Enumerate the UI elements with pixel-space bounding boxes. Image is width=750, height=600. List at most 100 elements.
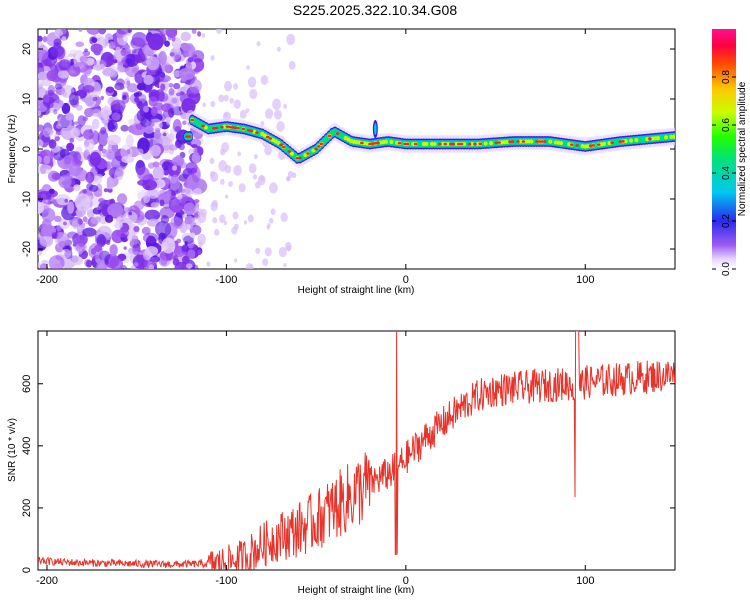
heat-blob xyxy=(191,166,201,183)
heat-blob xyxy=(169,174,180,191)
heat-blob xyxy=(233,165,242,176)
heat-blob xyxy=(171,35,176,42)
heat-blob xyxy=(90,43,103,54)
heat-blob xyxy=(114,221,123,229)
heat-blob xyxy=(171,190,176,196)
heat-blob xyxy=(148,162,156,169)
ridge-segment xyxy=(497,141,501,144)
heat-blob xyxy=(174,125,181,132)
ridge-segment xyxy=(249,129,254,133)
heat-blob xyxy=(85,171,95,184)
heat-blob xyxy=(116,61,126,73)
heat-blob xyxy=(202,102,206,108)
ridge-segment xyxy=(282,145,286,149)
heat-blob xyxy=(64,198,69,203)
heat-blob xyxy=(98,144,104,152)
heat-blob xyxy=(233,83,239,90)
ridge-segment xyxy=(185,135,189,138)
heat-blob xyxy=(268,217,274,224)
heat-blob xyxy=(215,29,222,34)
top-x-tick-label: -100 xyxy=(215,274,237,286)
heat-blob xyxy=(191,143,198,149)
heat-blob xyxy=(54,29,63,37)
ridge-segment xyxy=(443,142,448,146)
heat-blob xyxy=(69,70,76,75)
ridge-segment xyxy=(446,142,451,146)
ridge-segment xyxy=(607,141,612,146)
heat-blob xyxy=(144,126,154,134)
ridge-segment xyxy=(505,139,510,144)
heat-blob xyxy=(116,228,130,238)
colorbar-tick-label: 0.2 xyxy=(721,214,732,228)
heat-blob xyxy=(39,263,48,269)
heat-blob xyxy=(181,97,196,114)
heat-blob xyxy=(171,204,182,213)
heat-blob xyxy=(234,258,238,263)
heat-blob xyxy=(96,205,101,211)
heat-blob xyxy=(98,198,106,204)
ridge-segment xyxy=(645,137,650,142)
heat-blob xyxy=(287,170,294,179)
heat-blob xyxy=(92,96,98,102)
heat-blob xyxy=(131,235,139,245)
heat-blob xyxy=(75,104,83,111)
heat-blob xyxy=(280,212,288,222)
colorbar-label: Normalized spectral amplitude xyxy=(737,81,748,216)
heat-blob xyxy=(193,199,200,204)
heat-blob xyxy=(210,201,218,212)
heat-blob xyxy=(43,155,51,165)
heat-blob xyxy=(106,134,122,146)
heat-blob xyxy=(53,215,62,223)
heat-blob xyxy=(291,172,297,179)
ridge-segment xyxy=(287,150,292,153)
heat-blob xyxy=(142,232,159,244)
top-y-tick-label: -20 xyxy=(21,241,33,257)
heat-blob xyxy=(159,71,166,78)
heat-blob xyxy=(143,74,154,86)
heat-blob xyxy=(260,120,265,126)
heat-blob xyxy=(184,215,194,230)
heat-blob xyxy=(38,250,43,256)
heat-blob xyxy=(42,127,54,138)
heat-blob xyxy=(67,231,78,239)
heat-blob xyxy=(224,80,233,92)
heat-blob xyxy=(183,235,194,245)
heat-blob xyxy=(260,75,269,86)
heat-blob xyxy=(127,29,132,33)
ridge-segment xyxy=(655,136,660,141)
heat-blob xyxy=(264,145,273,156)
heat-blob xyxy=(116,193,128,205)
ridge-segment xyxy=(672,134,675,139)
heat-blob xyxy=(54,135,60,142)
ridge-segment xyxy=(588,144,593,148)
spectrogram-heat xyxy=(38,29,675,269)
ridge-segment xyxy=(327,134,332,138)
heat-blob xyxy=(131,67,139,74)
heat-blob xyxy=(168,83,174,88)
ridge-segment xyxy=(255,131,259,134)
bottom-x-tick-label: -200 xyxy=(36,575,58,587)
heat-blob xyxy=(128,227,135,236)
heat-blob xyxy=(247,214,254,223)
ridge-segment xyxy=(212,126,216,130)
ridge-segment xyxy=(537,140,542,143)
heat-blob xyxy=(85,93,97,109)
heat-blob xyxy=(164,40,170,47)
ridge-segment xyxy=(203,125,208,130)
heat-blob xyxy=(286,245,292,252)
heat-blob xyxy=(38,110,42,117)
heat-blob xyxy=(115,46,121,52)
top-x-tick-label: -200 xyxy=(36,274,58,286)
heat-blob xyxy=(53,108,58,115)
heat-blob xyxy=(276,46,281,52)
heat-blob xyxy=(218,94,225,103)
heat-blob xyxy=(212,216,218,224)
heat-blob xyxy=(84,48,88,52)
ridge-segment xyxy=(664,135,669,140)
heat-blob xyxy=(55,231,66,249)
heat-blob xyxy=(122,95,127,100)
ridge-segment xyxy=(623,139,628,144)
heat-blob xyxy=(178,143,185,151)
heat-blob xyxy=(173,70,181,78)
